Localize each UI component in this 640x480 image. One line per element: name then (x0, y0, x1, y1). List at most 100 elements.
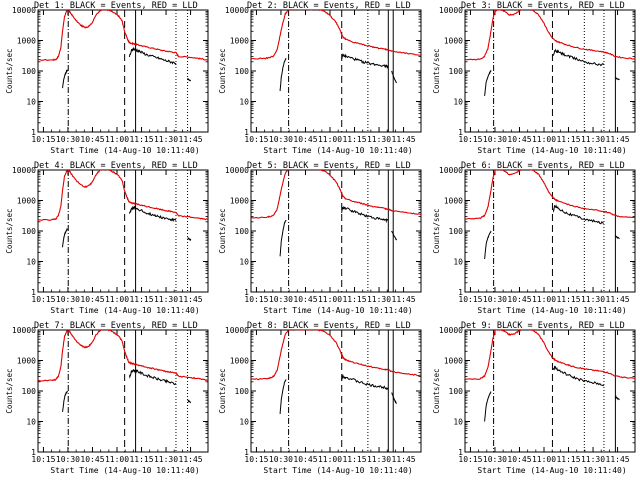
x-tick-label: 10:45 (507, 455, 531, 464)
y-tick-label: 1000 (17, 197, 36, 206)
y-tick-label: 1000 (230, 357, 249, 366)
series-events-line (341, 52, 389, 70)
panel-det-1: 1 10 100 1000 10000 10:15 10:30 10:45 11:00 11:15… (0, 0, 213, 160)
series-lld-line (251, 170, 422, 219)
plot-frame (37, 9, 209, 133)
y-axis-label: Counts/sec (5, 48, 14, 93)
y-tick-label: 10 (240, 258, 250, 267)
y-tick-label: 10 (453, 258, 463, 267)
y-tick-label: 100 (22, 227, 37, 236)
series-lld-line (464, 330, 635, 381)
series-lld-line (38, 170, 208, 221)
y-tick-label: 1 (458, 128, 463, 137)
x-tick-label: 10:30 (56, 135, 80, 144)
chart-svg-det-3: 1 10 100 1000 10000 10:15 10:30 10:45 11:00 11:15… (432, 1, 636, 155)
x-tick-label: 11:45 (605, 135, 629, 144)
y-tick-label: 100 (448, 67, 463, 76)
y-tick-label: 100 (22, 387, 37, 396)
series-events-line (614, 235, 620, 240)
y-axis-label: Counts/sec (5, 368, 14, 413)
series-events-line (62, 390, 68, 413)
x-tick-label: 11:00 (105, 135, 129, 144)
y-tick-label: 10000 (439, 326, 463, 335)
plot-area (38, 170, 208, 248)
y-tick-label: 100 (448, 387, 463, 396)
series-events-line (187, 77, 192, 82)
x-tick-label: 10:30 (56, 455, 80, 464)
y-tick-label: 1 (458, 288, 463, 297)
series-events-line (614, 77, 620, 81)
plot-area (38, 330, 208, 413)
x-axis-label: Start Time (14-Aug-10 10:11:40) (50, 466, 199, 475)
chart-svg-det-2: 1 10 100 1000 10000 10:15 10:30 10:45 11:00 11:15… (218, 1, 422, 155)
y-tick-label: 1000 (443, 197, 462, 206)
chart-svg-det-9: 1 10 100 1000 10000 10:15 10:30 10:45 11:00 11:15… (432, 321, 636, 475)
x-tick-label: 11:00 (318, 455, 342, 464)
x-tick-label: 11:00 (105, 295, 129, 304)
plot-frame (250, 169, 422, 293)
chart-title: Det 6: BLACK = Events, RED = LLD (461, 161, 625, 171)
x-tick-label: 10:30 (269, 135, 293, 144)
y-tick-label: 1000 (17, 37, 36, 46)
x-tick-label: 11:45 (392, 455, 416, 464)
series-events-line (483, 230, 492, 260)
x-tick-label: 11:15 (129, 455, 153, 464)
x-tick-label: 11:15 (556, 295, 580, 304)
panel-det-5: 1 10 100 1000 10000 10:15 10:30 10:45 11:00 11:15… (213, 160, 426, 320)
x-tick-label: 11:15 (556, 135, 580, 144)
series-events-line (187, 399, 192, 404)
panel-det-7: 1 10 100 1000 10000 10:15 10:30 10:45 11:00 11:15… (0, 320, 213, 480)
x-axis-label: Start Time (14-Aug-10 10:11:40) (264, 146, 413, 155)
y-tick-label: 1 (245, 288, 250, 297)
panel-det-3: 1 10 100 1000 10000 10:15 10:30 10:45 11:00 11:15… (427, 0, 640, 160)
x-axis-label: Start Time (14-Aug-10 10:11:40) (50, 306, 199, 315)
x-tick-label: 11:30 (581, 455, 605, 464)
y-tick-label: 10000 (12, 6, 36, 15)
series-events-line (483, 69, 492, 96)
chart-title: Det 9: BLACK = Events, RED = LLD (461, 321, 625, 331)
x-axis-label: Start Time (14-Aug-10 10:11:40) (264, 466, 413, 475)
y-tick-label: 10000 (439, 6, 463, 15)
x-tick-label: 11:45 (179, 455, 203, 464)
y-tick-label: 10 (453, 98, 463, 107)
x-tick-label: 11:15 (129, 295, 153, 304)
chart-title: Det 8: BLACK = Events, RED = LLD (247, 321, 411, 331)
x-tick-label: 10:45 (507, 135, 531, 144)
y-tick-label: 10 (240, 98, 250, 107)
series-events-line (341, 205, 389, 224)
x-tick-label: 10:15 (31, 455, 55, 464)
y-tick-label: 10 (240, 418, 250, 427)
y-tick-label: 1000 (443, 357, 462, 366)
chart-title: Det 4: BLACK = Events, RED = LLD (34, 161, 198, 171)
x-tick-label: 11:00 (105, 455, 129, 464)
x-tick-label: 10:45 (80, 295, 104, 304)
x-tick-label: 11:15 (343, 135, 367, 144)
chart-title: Det 3: BLACK = Events, RED = LLD (461, 1, 625, 11)
x-tick-label: 11:15 (343, 455, 367, 464)
series-events-line (129, 368, 177, 386)
series-events-line (391, 230, 398, 241)
y-tick-label: 10 (453, 418, 463, 427)
x-tick-label: 10:30 (56, 295, 80, 304)
x-tick-label: 11:15 (556, 455, 580, 464)
series-events-line (552, 204, 604, 225)
chart-svg-det-8: 1 10 100 1000 10000 10:15 10:30 10:45 11:00 11:15… (218, 321, 422, 475)
x-tick-label: 11:30 (367, 135, 391, 144)
panel-det-8: 1 10 100 1000 10000 10:15 10:30 10:45 11:00 11:15… (213, 320, 426, 480)
y-tick-label: 10000 (12, 166, 36, 175)
plot-area (464, 170, 635, 260)
panel-det-9: 1 10 100 1000 10000 10:15 10:30 10:45 11:00 11:15… (427, 320, 640, 480)
x-tick-label: 11:00 (318, 135, 342, 144)
y-tick-label: 10 (26, 98, 36, 107)
x-tick-label: 11:45 (392, 295, 416, 304)
y-axis-label: Counts/sec (218, 368, 227, 413)
x-axis-label: Start Time (14-Aug-10 10:11:40) (50, 146, 199, 155)
y-axis-label: Counts/sec (218, 208, 227, 253)
chart-svg-det-1: 1 10 100 1000 10000 10:15 10:30 10:45 11:00 11:15… (5, 1, 209, 155)
series-lld-line (251, 330, 422, 381)
series-events-line (552, 48, 604, 67)
plot-area (251, 170, 422, 257)
x-tick-label: 10:45 (507, 295, 531, 304)
x-axis-label: Start Time (14-Aug-10 10:11:40) (477, 306, 626, 315)
x-tick-label: 10:15 (31, 295, 55, 304)
